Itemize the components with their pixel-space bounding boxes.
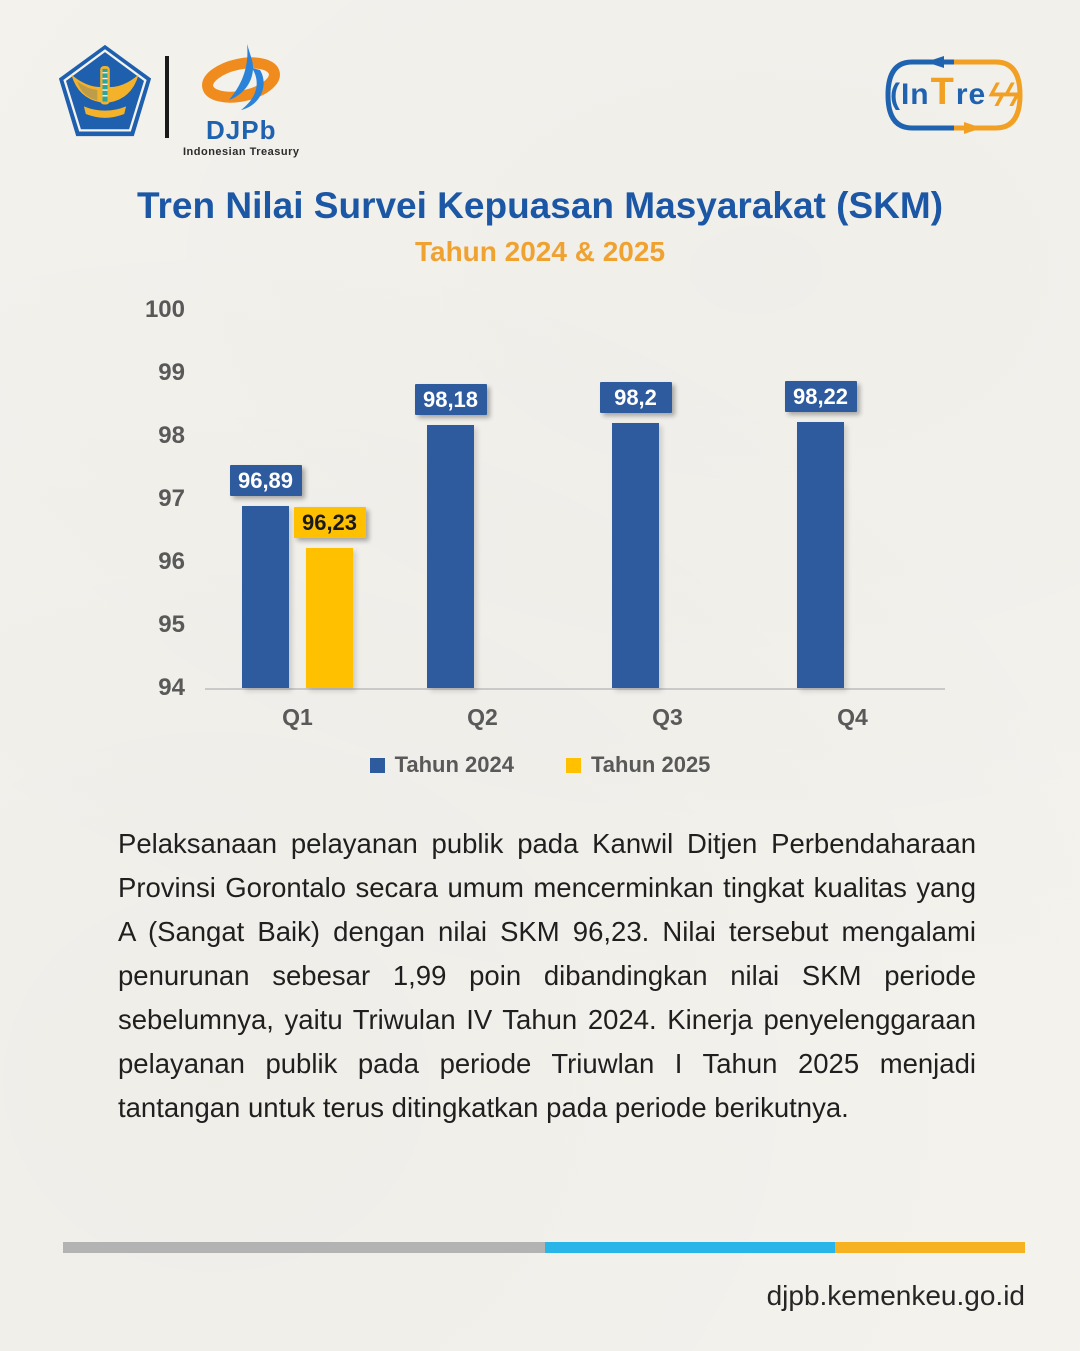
y-axis-tick: 98: [158, 422, 185, 449]
bar-data-label: 98,18: [414, 383, 487, 415]
djpb-swoosh-icon: [189, 42, 293, 119]
chart-legend: Tahun 2024 Tahun 2025: [0, 752, 1080, 778]
page-subtitle: Tahun 2024 & 2025: [414, 236, 666, 267]
stripe-segment: [834, 1242, 1025, 1253]
header-logo-divider: [165, 56, 169, 138]
x-axis-label: Q4: [837, 704, 868, 730]
legend-label: Tahun 2025: [591, 752, 711, 777]
stripe-segment: [63, 1242, 545, 1253]
bar-tahun-2024-q1: [242, 505, 289, 688]
bar-data-label: 96,23: [293, 506, 366, 538]
stripe-segment: [544, 1242, 835, 1253]
x-axis-line: [205, 688, 945, 690]
legend-swatch-icon: [369, 757, 385, 773]
skm-bar-chart: 100 99 98 97 96 95 94 96,89 98,18 98,2 98,22 96,23 Q…: [0, 290, 1080, 810]
footer-url: djpb.kemenkeu.go.id: [766, 1280, 1025, 1311]
bar-data-label: 98,22: [784, 381, 857, 413]
y-axis-tick: 94: [158, 674, 185, 701]
x-axis-label: Q2: [467, 704, 498, 730]
y-axis-tick: 99: [158, 359, 185, 386]
kemenkeu-logo-icon: [57, 42, 153, 145]
bar-tahun-2024-q3: [612, 423, 659, 688]
y-axis-tick: 95: [158, 611, 185, 638]
legend-item: Tahun 2024: [369, 752, 514, 778]
intress-text-t: T: [930, 70, 955, 113]
y-axis-tick: 97: [158, 485, 185, 512]
legend-item: Tahun 2025: [566, 752, 710, 778]
legend-label: Tahun 2024: [394, 752, 514, 777]
djpb-logo: DJPb Indonesian Treasury: [183, 42, 299, 158]
bar-tahun-2024-q2: [427, 424, 474, 688]
bar-tahun-2024-q4: [797, 422, 844, 688]
intress-text-in: In: [900, 78, 930, 111]
bar-tahun-2025-q1: [306, 547, 353, 688]
x-axis-label: Q1: [282, 704, 313, 730]
djpb-tagline: Indonesian Treasury: [183, 146, 300, 158]
x-axis-label: Q3: [652, 704, 683, 730]
legend-swatch-icon: [566, 757, 581, 773]
footer-accent-stripe: [63, 1242, 1025, 1253]
bar-data-label: 98,2: [599, 382, 672, 414]
intress-text-paren: (: [889, 78, 901, 111]
header-left-logos: DJPb Indonesian Treasury: [57, 42, 299, 158]
intress-text-bolts: ϟϟ: [988, 76, 1020, 113]
analysis-paragraph: Pelaksanaan pelayanan publik pada Kanwil…: [118, 828, 976, 1123]
y-axis-tick: 100: [144, 296, 185, 323]
djpb-name: DJPb: [206, 115, 277, 145]
bar-data-label: 96,89: [229, 464, 302, 496]
y-axis-tick: 96: [158, 548, 185, 575]
page-title: Tren Nilai Survei Kepuasan Masyarakat (S…: [136, 185, 944, 226]
intress-text-re: re: [955, 78, 987, 111]
